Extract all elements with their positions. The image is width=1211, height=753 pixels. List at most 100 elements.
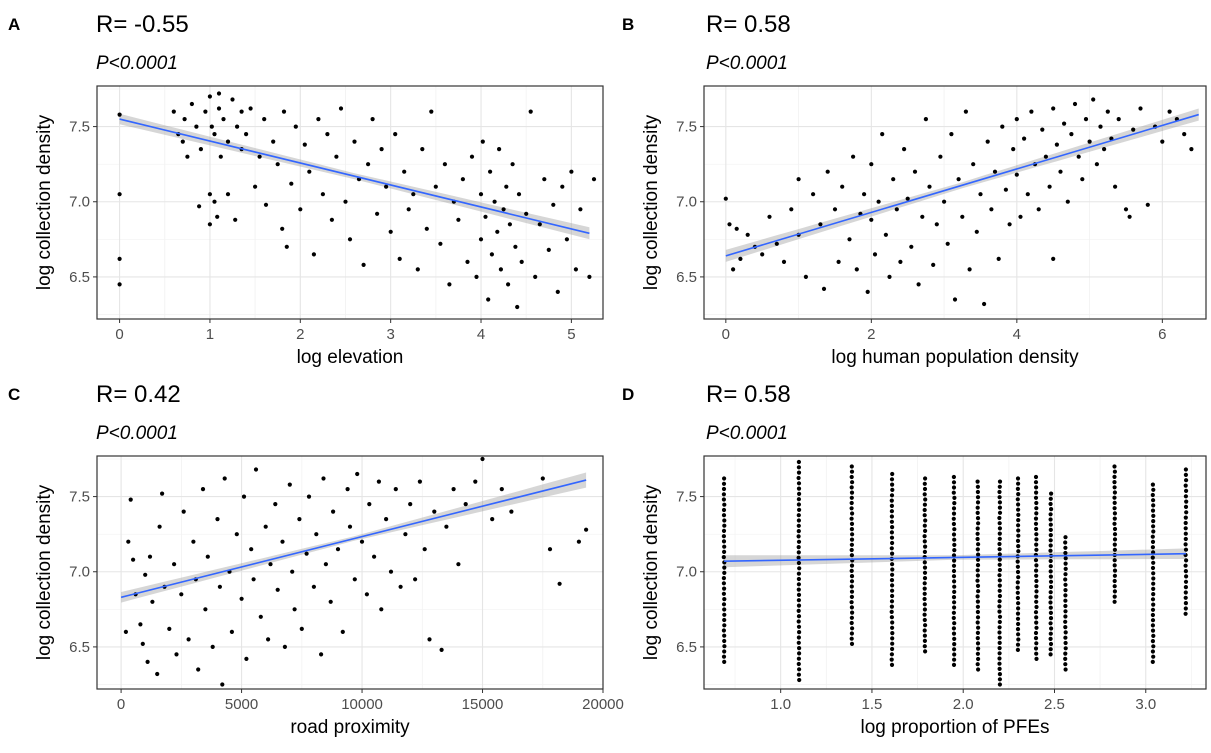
data-point [1063, 625, 1068, 630]
data-point [865, 289, 870, 294]
data-point [442, 162, 447, 167]
data-point [796, 587, 801, 592]
data-point [311, 584, 316, 589]
data-point [1048, 496, 1053, 501]
y-tick-label: 7.5 [69, 119, 90, 136]
data-point [239, 596, 244, 601]
data-point [796, 560, 802, 566]
x-tick-label: 2 [296, 326, 304, 343]
data-point [721, 497, 727, 502]
data-point [923, 117, 929, 122]
data-point [1138, 106, 1143, 111]
data-point [1112, 599, 1117, 604]
data-point [1033, 646, 1039, 651]
data-point [722, 644, 727, 649]
data-point [1183, 526, 1188, 531]
data-point [233, 217, 238, 222]
data-point [126, 539, 131, 544]
data-point [1112, 558, 1117, 563]
data-point [883, 232, 889, 237]
data-point [721, 481, 727, 486]
data-point [889, 578, 895, 583]
data-point [203, 109, 208, 114]
x-axis-title: log human population density [831, 347, 1079, 368]
data-point [1189, 147, 1194, 152]
data-point [938, 154, 943, 159]
data-point [951, 626, 957, 631]
data-point [128, 497, 133, 502]
data-point [1113, 184, 1118, 189]
data-point [923, 623, 928, 628]
data-point [1069, 132, 1074, 137]
data-point [1043, 154, 1048, 159]
data-point [997, 604, 1002, 609]
data-point [1063, 577, 1068, 582]
data-point [1034, 625, 1039, 630]
data-point [460, 177, 465, 182]
x-tick-label: 2 [867, 326, 875, 343]
data-point [889, 657, 894, 662]
data-point [447, 282, 452, 287]
data-point [1048, 600, 1053, 605]
data-point [244, 656, 249, 662]
data-point [890, 487, 895, 492]
data-point [818, 222, 823, 227]
data-point [576, 539, 582, 544]
data-point [849, 584, 854, 589]
data-point [997, 682, 1003, 687]
data-point [1016, 492, 1021, 497]
data-point [951, 631, 957, 636]
y-tick-label: 7.0 [69, 194, 90, 211]
data-point [216, 91, 222, 96]
data-point [797, 630, 802, 635]
data-point [796, 571, 802, 576]
data-point [1151, 529, 1156, 534]
data-point [721, 555, 726, 560]
data-point [952, 642, 957, 647]
data-point [147, 554, 153, 559]
data-point [388, 569, 394, 574]
data-point [849, 527, 855, 532]
data-point [949, 132, 954, 137]
data-point [1048, 548, 1053, 553]
data-point [1183, 569, 1188, 574]
data-point [997, 599, 1002, 604]
data-point [997, 635, 1002, 640]
data-point [978, 192, 983, 197]
data-point [1063, 603, 1068, 609]
data-point [922, 492, 927, 497]
data-point [1112, 464, 1117, 469]
data-point [248, 106, 253, 111]
data-point [542, 177, 547, 182]
data-point [1034, 485, 1039, 490]
x-tick-label: 0 [722, 326, 730, 343]
data-point [504, 184, 509, 189]
data-point [194, 124, 199, 129]
data-point [997, 479, 1003, 484]
data-point [347, 237, 353, 242]
data-point [850, 626, 855, 631]
data-point [398, 584, 403, 589]
data-point [1063, 545, 1068, 550]
data-point [889, 609, 894, 615]
x-axis-title: log elevation [297, 347, 404, 368]
data-point [1063, 646, 1068, 651]
y-tick-label: 6.5 [676, 269, 697, 286]
data-point [922, 534, 927, 539]
data-point [976, 646, 981, 651]
data-point [429, 109, 434, 114]
data-point [997, 578, 1002, 583]
data-point [997, 526, 1003, 531]
data-point [922, 502, 928, 507]
data-point [185, 154, 190, 159]
panel-a: A R= -0.55 P<0.0001 0 1 2 3 4 5 6.5 7.0 7.5 log elev… [8, 11, 604, 368]
data-point [796, 592, 802, 598]
data-point [413, 577, 418, 582]
data-point [384, 184, 389, 189]
data-point [1016, 502, 1021, 507]
data-point [890, 551, 895, 556]
data-point [352, 139, 357, 144]
data-point [898, 259, 903, 264]
data-point [997, 547, 1002, 552]
p-value-label: P<0.0001 [96, 423, 178, 444]
